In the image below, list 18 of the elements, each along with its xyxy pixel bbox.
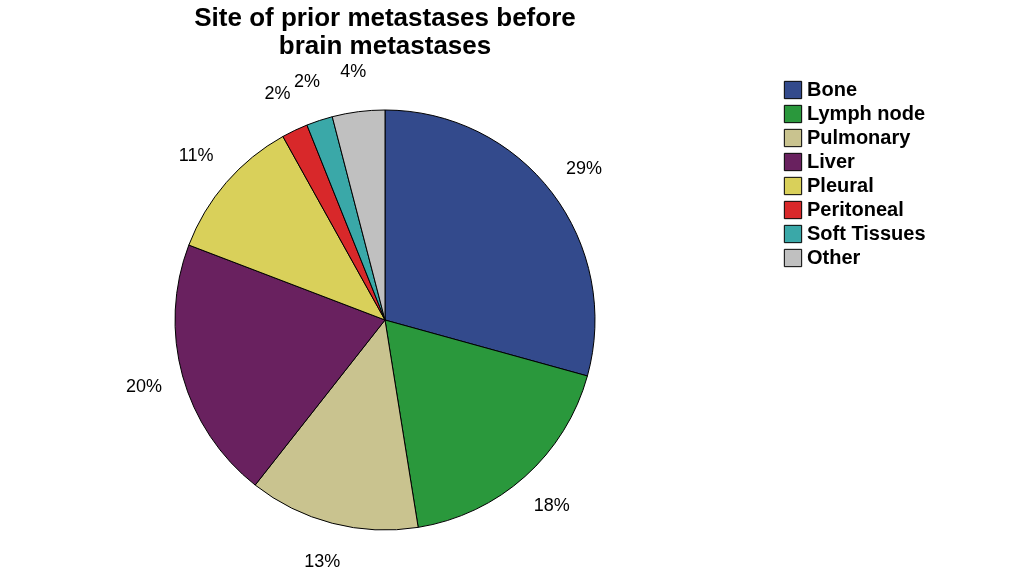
data-label: 29% [565,157,602,178]
legend-label: Bone [807,78,857,100]
data-label: 2% [293,71,320,92]
data-label: 18% [533,495,570,516]
text: Site of prior metastases before [194,2,576,33]
legend-label: Soft Tissues [807,222,926,244]
legend-label: Liver [807,150,856,172]
data-label: 4% [340,61,367,82]
legend-label: Pleural [807,174,874,196]
text: brain metastases [278,30,492,61]
legend-label: Peritoneal [807,198,904,220]
data-label: 11% [178,145,214,166]
data-label: 2% [264,83,291,104]
data-label: 13% [304,550,341,571]
data-label: 20% [126,375,163,396]
legend-label: Pulmonary [807,126,912,148]
legend-label: Other [807,246,861,268]
legend-label: Lymph node [807,102,926,124]
